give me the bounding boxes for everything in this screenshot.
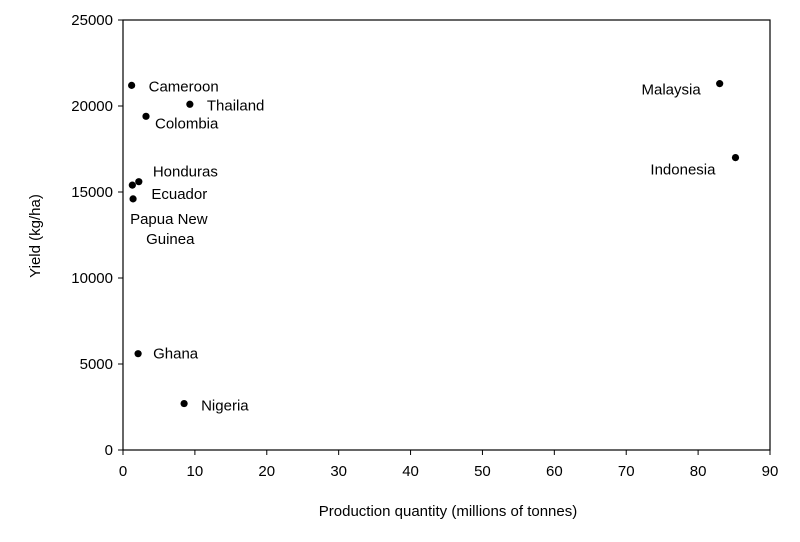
data-point — [142, 112, 150, 120]
point-label: Malaysia — [641, 82, 701, 99]
y-tick-label: 20000 — [71, 98, 113, 115]
data-point — [186, 100, 194, 108]
point-label: Colombia — [155, 115, 219, 132]
point-label: Guinea — [146, 231, 195, 248]
data-points — [128, 80, 740, 408]
data-point — [135, 178, 143, 186]
x-tick-label: 80 — [690, 463, 707, 480]
data-point — [180, 399, 188, 408]
point-label: Ghana — [153, 346, 199, 363]
point-label: Papua New — [130, 211, 208, 228]
point-label: Ecuador — [151, 186, 207, 203]
y-axis-title: Yield (kg/ha) — [27, 194, 44, 278]
x-axis-title: Production quantity (millions of tonnes) — [319, 503, 577, 520]
data-point — [716, 80, 724, 88]
x-axis: 0 10 20 30 40 50 60 70 80 90 — [119, 450, 779, 480]
x-tick-label: 30 — [330, 463, 347, 480]
y-tick-label: 10000 — [71, 270, 113, 287]
x-tick-label: 70 — [618, 463, 635, 480]
x-tick-label: 50 — [474, 463, 491, 480]
x-tick-label: 40 — [402, 463, 419, 480]
data-point — [129, 195, 137, 203]
x-tick-label: 0 — [119, 463, 127, 480]
point-label: Indonesia — [650, 162, 716, 179]
data-point — [134, 350, 142, 358]
x-tick-label: 90 — [762, 463, 779, 480]
y-tick-label: 0 — [105, 442, 113, 459]
data-point — [128, 81, 136, 89]
point-label: Honduras — [153, 164, 218, 181]
plot-area — [122, 19, 771, 451]
point-label: Cameroon — [149, 78, 219, 95]
y-axis: 0 5000 10000 15000 20000 25000 — [71, 12, 123, 459]
x-tick-label: 20 — [258, 463, 275, 480]
x-tick-label: 10 — [187, 463, 204, 480]
y-tick-label: 15000 — [71, 184, 113, 201]
point-label: Thailand — [207, 97, 265, 114]
y-tick-label: 5000 — [80, 356, 113, 373]
data-point — [128, 181, 136, 189]
data-point — [731, 154, 740, 162]
y-tick-label: 25000 — [71, 12, 113, 29]
point-label: Nigeria — [201, 398, 249, 415]
x-tick-label: 60 — [546, 463, 563, 480]
